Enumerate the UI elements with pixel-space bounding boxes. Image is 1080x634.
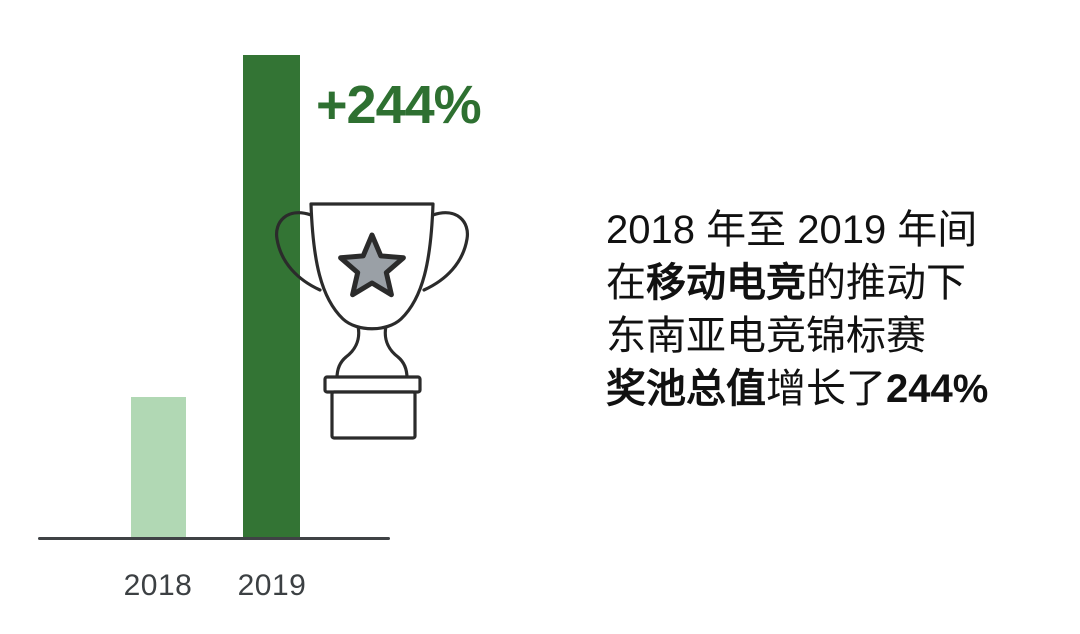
- caption-text-segment: 2018 年至 2019 年间: [606, 208, 978, 252]
- caption-text-segment: 东南亚电竞锦标赛: [606, 314, 926, 358]
- growth-annotation: +244%: [316, 75, 482, 135]
- trophy-base-plate: [323, 375, 422, 394]
- caption-text-segment: 的推动下: [806, 261, 966, 305]
- bar-2019: [243, 55, 300, 537]
- trophy-right-handle: [422, 211, 469, 292]
- caption-bold-segment: 244%: [886, 367, 989, 411]
- bar-2018: [131, 397, 186, 537]
- bar-chart: 2018 2019: [38, 55, 390, 602]
- x-axis-line: [38, 537, 390, 540]
- trophy-stem: [335, 324, 409, 380]
- caption-line: 奖池总值增长了244%: [606, 363, 1046, 416]
- trophy-icon: [275, 202, 469, 440]
- trophy-left-handle: [275, 211, 322, 292]
- caption-text-segment: 在: [606, 261, 646, 305]
- trophy-base-block: [330, 390, 417, 440]
- caption: 2018 年至 2019 年间 在移动电竞的推动下 东南亚电竞锦标赛 奖池总值增长了2…: [606, 204, 1046, 416]
- caption-line: 在移动电竞的推动下: [606, 257, 1046, 310]
- x-tick-label-2018: 2018: [123, 569, 193, 602]
- x-tick-label-2019: 2019: [237, 569, 307, 602]
- caption-text-segment: 增长了: [766, 367, 886, 411]
- trophy-outline-group: [275, 202, 469, 440]
- caption-line: 东南亚电竞锦标赛: [606, 310, 1046, 363]
- caption-line: 2018 年至 2019 年间: [606, 204, 1046, 257]
- caption-bold-segment: 移动电竞: [646, 261, 806, 305]
- star-icon: [338, 232, 406, 298]
- caption-bold-segment: 奖池总值: [606, 367, 766, 411]
